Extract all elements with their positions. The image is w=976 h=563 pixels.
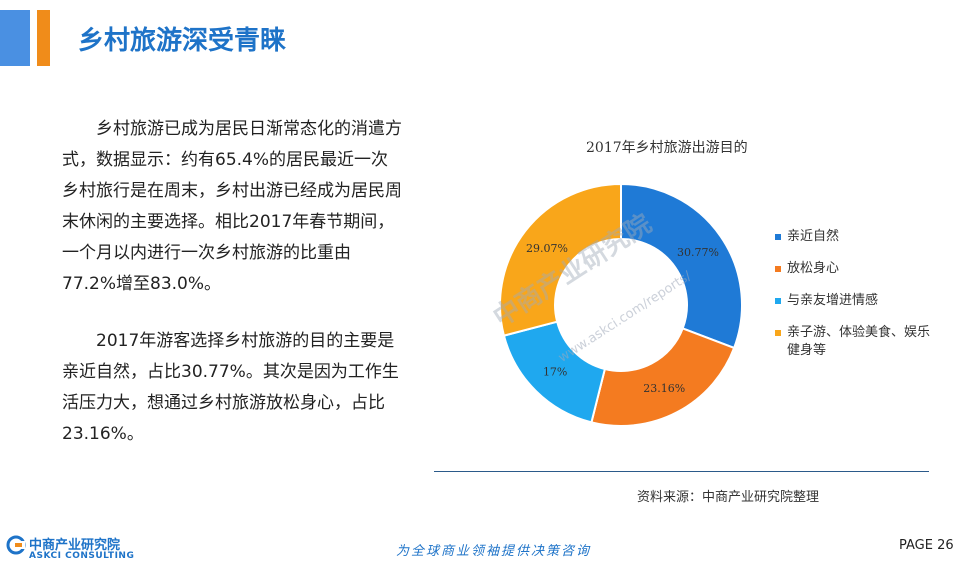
logo-name-cn: 中商产业研究院 [29, 538, 121, 553]
donut-slice-label-3: 29.07% [526, 242, 568, 255]
legend-label-3: 亲子游、体验美食、娱乐健身等 [787, 325, 931, 358]
chart-divider [434, 471, 929, 472]
header-accent-bar-orange [37, 10, 50, 66]
askci-logo-icon [6, 535, 26, 555]
body-paragraph-2: 2017年游客选择乡村旅游的目的主要是亲近自然，占比30.77%。其次是因为工作… [62, 331, 399, 444]
donut-slice-label-1: 23.16% [643, 382, 685, 395]
donut-slice-label-2: 17% [543, 365, 567, 378]
footer-slogan: 为全球商业领袖提供决策咨询 [396, 544, 592, 559]
legend-item-2: 与亲友增进情感 [775, 292, 935, 310]
legend-label-1: 放松身心 [787, 261, 840, 276]
header-accent-bar-blue [0, 10, 30, 66]
source-note: 资料来源：中商产业研究院整理 [637, 490, 820, 505]
legend-item-3: 亲子游、体验美食、娱乐健身等 [775, 324, 935, 360]
donut-slice-0 [620, 182, 743, 350]
donut-slice-1 [590, 327, 736, 427]
legend-swatch-0 [775, 234, 781, 240]
page-number: PAGE 26 [899, 538, 954, 553]
legend-item-1: 放松身心 [775, 260, 935, 278]
logo-name-en: ASKCI CONSULTING [29, 551, 135, 561]
legend-swatch-3 [775, 330, 781, 336]
legend-item-0: 亲近自然 [775, 228, 935, 246]
chart-title: 2017年乡村旅游出游目的 [586, 140, 748, 156]
donut-slice-label-0: 30.77% [677, 246, 719, 259]
legend-label-2: 与亲友增进情感 [787, 293, 879, 308]
legend-swatch-1 [775, 266, 781, 272]
body-paragraph-1: 乡村旅游已成为居民日渐常态化的消遣方式，数据显示：约有65.4%的居民最近一次乡… [62, 119, 402, 294]
donut-slice-3 [499, 182, 622, 337]
chart-legend: 亲近自然放松身心与亲友增进情感亲子游、体验美食、娱乐健身等 [775, 228, 935, 374]
page-title: 乡村旅游深受青睐 [78, 26, 287, 56]
legend-swatch-2 [775, 298, 781, 304]
legend-label-0: 亲近自然 [787, 229, 840, 244]
